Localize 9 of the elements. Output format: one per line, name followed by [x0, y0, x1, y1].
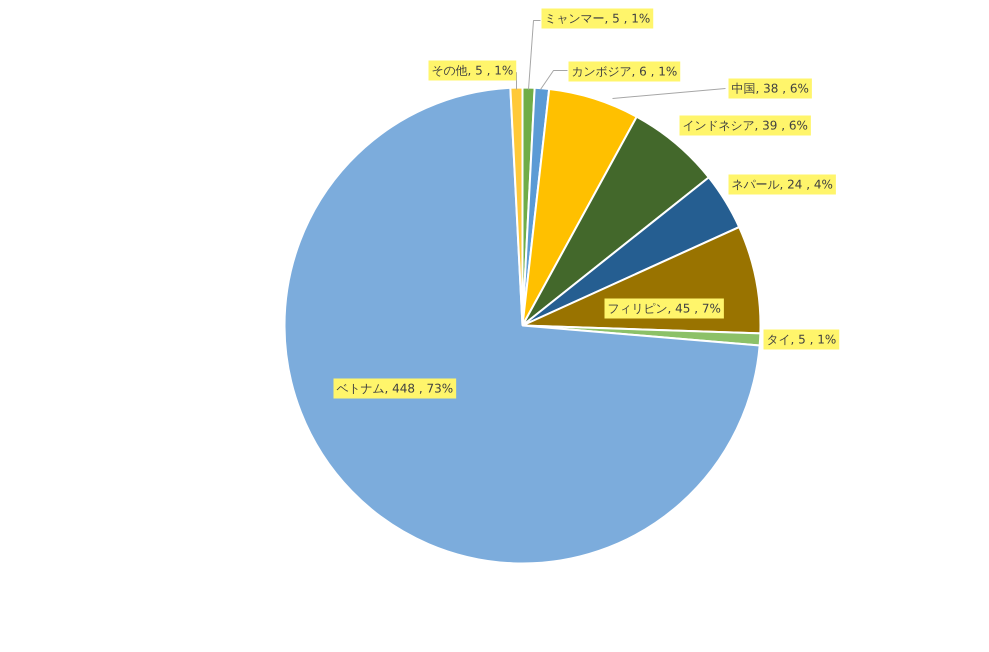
slice-label: ネパール, 24 , 4% [732, 178, 833, 192]
slice-label: その他, 5 , 1% [432, 64, 514, 78]
slice-label: タイ, 5 , 1% [766, 332, 836, 346]
slice-label: ベトナム, 448 , 73% [336, 382, 454, 396]
slice-label: 中国, 38 , 6% [732, 82, 809, 96]
slice-label: カンボジア, 6 , 1% [572, 64, 678, 78]
slice-label: インドネシア, 39 , 6% [682, 118, 808, 132]
slice-label: ミャンマー, 5 , 1% [544, 12, 650, 26]
slice-label: フィリピン, 45 , 7% [608, 302, 721, 316]
